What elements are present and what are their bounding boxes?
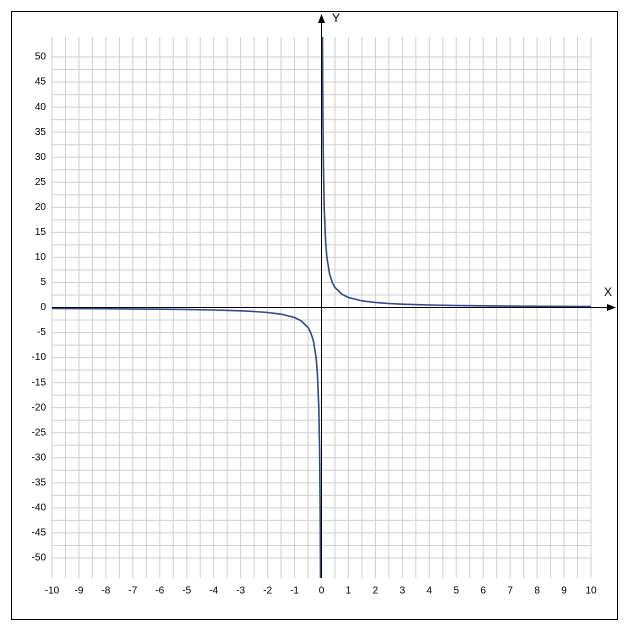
x-tick-label: 3 — [400, 586, 406, 597]
x-tick-label: -10 — [45, 586, 60, 597]
x-tick-label: -6 — [155, 586, 164, 597]
y-tick-label: 40 — [35, 102, 47, 113]
line — [52, 37, 591, 578]
x-tick-label: -9 — [74, 586, 83, 597]
x-axis-arrow — [607, 304, 616, 311]
frame — [11, 11, 618, 620]
x-tick-label: -1 — [290, 586, 299, 597]
x-tick-label: 7 — [507, 586, 513, 597]
x-tick-label: -4 — [209, 586, 218, 597]
plot — [52, 37, 591, 578]
y-tick-label: 0 — [40, 302, 46, 313]
x-tick-label: 8 — [534, 586, 540, 597]
y-tick-label: -40 — [32, 503, 47, 514]
y-tick-label: 25 — [35, 177, 47, 188]
x-tick-label: 0 — [319, 586, 325, 597]
x-tick-label: -8 — [101, 586, 110, 597]
y-axis-label: Y — [332, 11, 340, 25]
y-tick-label: -30 — [32, 452, 47, 463]
y-tick-label: -20 — [32, 402, 47, 413]
y-tick-label: -25 — [32, 427, 47, 438]
x-tick-label: 1 — [346, 586, 352, 597]
y-tick-label: -45 — [32, 528, 47, 539]
y-tick-label: -50 — [32, 553, 47, 564]
x-axis-label: X — [604, 285, 612, 299]
y-tick-label: 45 — [35, 77, 47, 88]
y-tick-label: 15 — [35, 227, 47, 238]
y-tick-label: -10 — [32, 352, 47, 363]
x-tick-label: -3 — [236, 586, 245, 597]
y-tick-label: 5 — [40, 277, 46, 288]
x-tick-label: 6 — [480, 586, 486, 597]
y-tick-label: 50 — [35, 52, 47, 63]
x-tick-label: 10 — [585, 586, 597, 597]
x-tick-label: -7 — [128, 586, 137, 597]
y-tick-label: -15 — [32, 377, 47, 388]
x-tick-label: 9 — [561, 586, 567, 597]
x-tick-label: -2 — [263, 586, 272, 597]
x-tick-label: -5 — [182, 586, 191, 597]
x-tick-label: 5 — [453, 586, 459, 597]
x-tick-label: 2 — [373, 586, 379, 597]
y-tick-label: 10 — [35, 252, 47, 263]
y-tick-label: 20 — [35, 202, 47, 213]
y-tick-label: 30 — [35, 152, 47, 163]
y-tick-label: -35 — [32, 477, 47, 488]
y-axis-arrow — [318, 14, 325, 23]
y-tick-label: 35 — [35, 127, 47, 138]
y-tick-label: -5 — [37, 327, 46, 338]
x-tick-label: 4 — [427, 586, 433, 597]
